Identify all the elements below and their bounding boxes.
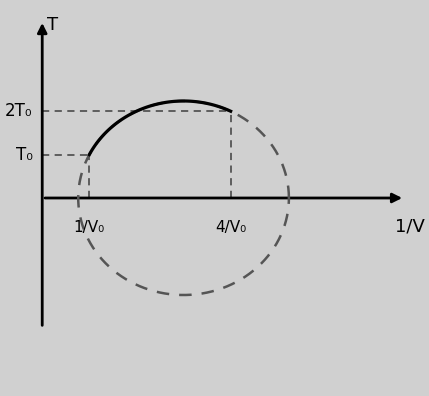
Text: 1/V: 1/V: [395, 217, 425, 236]
Text: T: T: [47, 16, 58, 34]
Text: 2T₀: 2T₀: [5, 102, 33, 120]
Text: 4/V₀: 4/V₀: [215, 220, 246, 235]
Text: 1/V₀: 1/V₀: [74, 220, 105, 235]
Text: T₀: T₀: [16, 146, 33, 164]
